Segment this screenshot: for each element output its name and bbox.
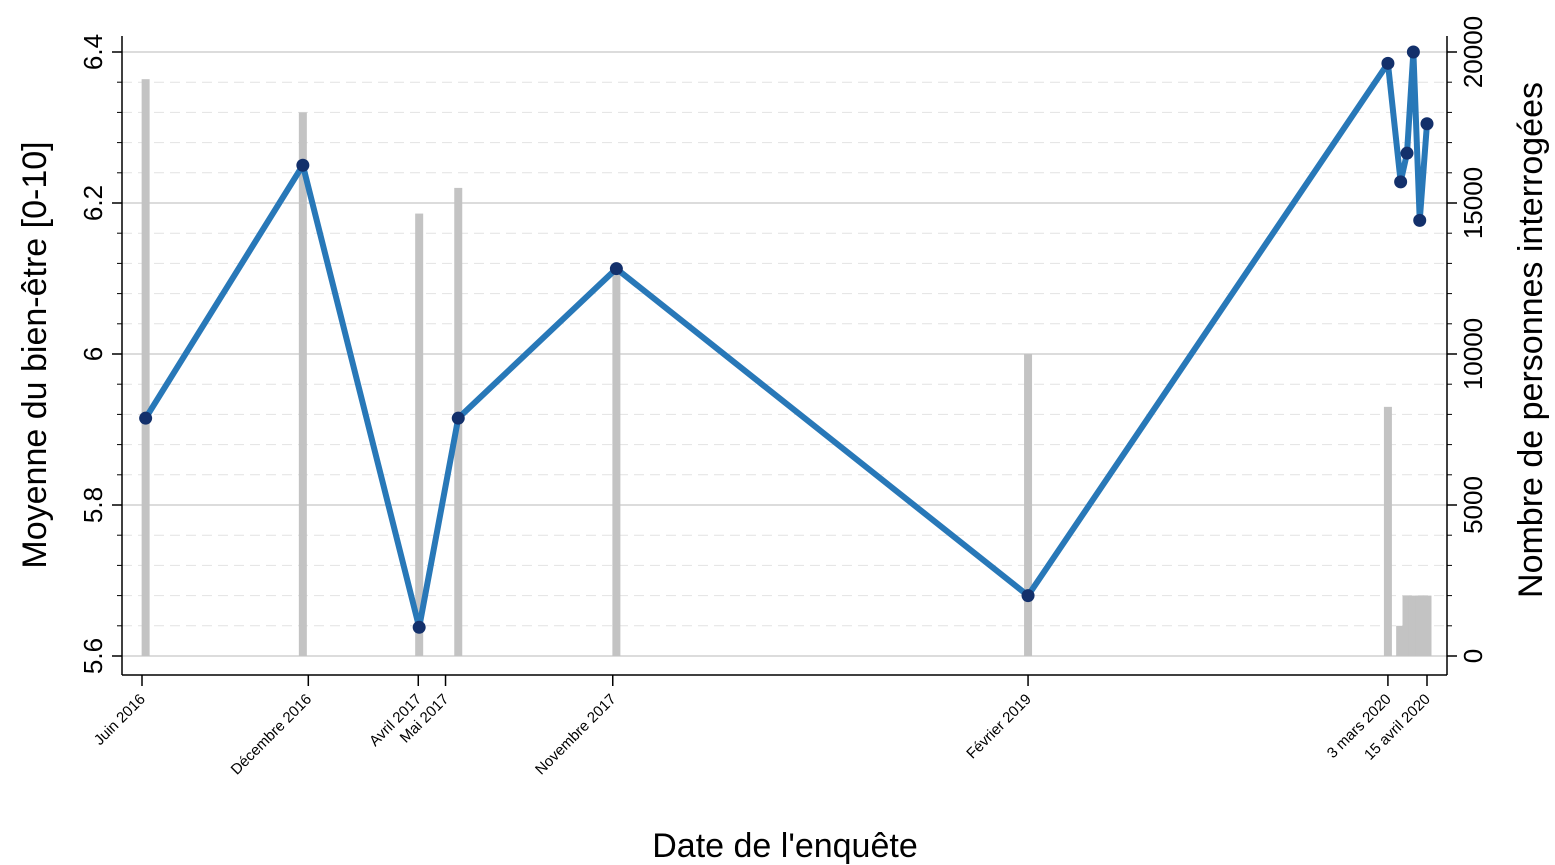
wellbeing-point bbox=[1413, 213, 1427, 227]
wellbeing-point bbox=[412, 620, 426, 634]
grid-lines bbox=[122, 51, 1447, 657]
respondents-bar bbox=[415, 213, 424, 656]
y-tick-label: 6.2 bbox=[78, 185, 108, 221]
respondents-bar bbox=[612, 272, 621, 656]
respondents-bar bbox=[1396, 625, 1406, 656]
wellbeing-point bbox=[139, 411, 153, 425]
respondents-bar bbox=[1422, 595, 1432, 656]
respondents-bar bbox=[1383, 406, 1392, 656]
wellbeing-point bbox=[451, 411, 465, 425]
y-axis-title: Moyenne du bien-être [0-10] bbox=[16, 141, 54, 568]
x-tick-label: Novembre 2017 bbox=[532, 691, 619, 778]
y-tick-label: 6 bbox=[78, 347, 108, 361]
respondents-bar bbox=[141, 79, 150, 657]
respondent-bars bbox=[141, 79, 1432, 657]
axes: 5.6 5.8 6 6.2 6.4 0 5000 10000 15000 20000 Juin 20… bbox=[78, 16, 1488, 778]
y2-tick-label: 10000 bbox=[1458, 318, 1488, 390]
wellbeing-point bbox=[1420, 117, 1434, 131]
x-tick-label: Février 2019 bbox=[963, 691, 1035, 763]
respondents-bar bbox=[1408, 595, 1418, 656]
wellbeing-line bbox=[142, 49, 1430, 631]
wellbeing-point bbox=[296, 158, 310, 172]
respondents-bar bbox=[1402, 595, 1412, 656]
wellbeing-point bbox=[609, 262, 623, 276]
y2-tick-label: 20000 bbox=[1458, 16, 1488, 88]
respondents-bar bbox=[1024, 354, 1033, 656]
x-axis-title: Date de l'enquête bbox=[652, 827, 917, 865]
respondents-bar bbox=[298, 112, 307, 656]
y-tick-label: 6.4 bbox=[78, 34, 108, 70]
y-tick-label: 5.8 bbox=[78, 487, 108, 523]
y-tick-label: 5.6 bbox=[78, 638, 108, 674]
wellbeing-point bbox=[1400, 146, 1414, 160]
x-tick-label: Juin 2016 bbox=[91, 691, 149, 749]
wellbeing-point bbox=[1021, 589, 1035, 603]
y2-tick-label: 5000 bbox=[1458, 476, 1488, 534]
respondents-bar bbox=[1415, 595, 1425, 656]
wellbeing-point bbox=[1381, 56, 1395, 70]
y2-tick-label: 0 bbox=[1458, 649, 1488, 663]
x-tick-label: Décembre 2016 bbox=[228, 691, 315, 778]
y2-axis-title: Nombre de personnes interrogées bbox=[1512, 82, 1550, 598]
wellbeing-point bbox=[1406, 45, 1420, 59]
y2-tick-label: 15000 bbox=[1458, 167, 1488, 239]
wellbeing-line-series bbox=[139, 45, 1434, 634]
wellbeing-point bbox=[1394, 175, 1408, 189]
